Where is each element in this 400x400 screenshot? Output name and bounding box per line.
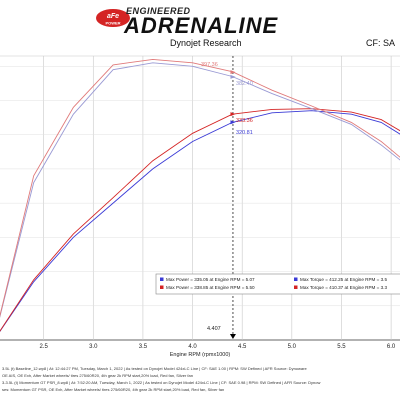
legend-max-power: Max Power = 338.85 at Engine RPM = 5.50 [166,285,255,290]
chart-series [0,58,400,333]
x-tick-label: 6.0 [387,344,396,350]
dyno-chart: 4.407 397.36 382.40 333.36 320.81 Max Power… [0,55,400,358]
legend-swatch [294,277,298,281]
x-tick-label: 5.0 [288,344,297,350]
point-value-label: 333.36 [236,118,253,124]
series-line-1 [0,108,400,332]
x-tick-label: 3.0 [89,344,98,350]
series-line-0 [0,110,400,333]
legend-max-torque: Max Torque = 412.25 at Engine RPM = 3.5 [300,277,387,282]
x-tick-label: 2.5 [39,344,48,350]
brand-tagline: ENGINEERED [126,6,191,16]
x-tick-label: 4.5 [238,344,247,350]
afe-logo-icon: aFe POWER [96,9,130,27]
chart-grid [0,55,400,341]
legend-max-power: Max Power = 335.05 at Engine RPM = 5.07 [166,277,255,282]
legend-swatch [160,277,164,281]
x-tick-label: 5.5 [337,344,346,350]
footer-line: 3-3.5L (t) Momentum GT PSR_8.wp8 | At: 7… [2,380,321,385]
x-tick-label: 3.5 [139,344,148,350]
correction-factor-label: CF: SA [366,38,396,48]
chart-legend: Max Power = 335.05 at Engine RPM = 5.07 M… [155,273,400,295]
point-marker-icon [230,112,236,117]
point-marker-icon [230,70,236,75]
x-tick-label: 4.0 [188,344,197,350]
point-value-label: 382.40 [236,81,253,87]
point-value-label: 320.81 [236,130,253,136]
brand-name: ADRENALINE [124,13,279,38]
footer-line: OE AIS, OE Exh, After Market wheels/ tir… [2,373,193,378]
svg-text:POWER: POWER [105,21,120,26]
series-line-2 [0,62,400,319]
cursor-marker-icon [229,334,236,339]
point-value-label: 397.36 [201,62,218,68]
report-title: Dynojet Research [170,38,242,48]
run-details-footer: 3.5L (t) Baseline_12.wp8 | At: 12:44:27 … [0,366,400,400]
x-axis-label: Engine RPM (rpmx1000) [170,352,231,358]
point-marker-icon [230,120,236,125]
legend-swatch [294,285,298,289]
cursor-value-label: 4.407 [207,326,221,332]
chart-point-labels: 397.36 382.40 333.36 320.81 [201,62,253,136]
chart-cursor: 4.407 [207,56,236,340]
point-marker-icon [230,74,236,79]
legend-swatch [160,285,164,289]
footer-line: 3.5L (t) Baseline_12.wp8 | At: 12:44:27 … [2,366,307,371]
footer-line: ses: Momentum GT PSR, OE Exh, After Mark… [2,387,225,392]
legend-box [155,273,400,295]
chart-x-axis: 2.5 3.0 3.5 4.0 4.5 5.0 5.5 6.0 Engine RPM (rpmx… [39,344,395,358]
report-header: aFe POWER ENGINEERED ADRENALINE Dynojet … [0,0,400,52]
svg-text:aFe: aFe [107,13,119,20]
series-line-3 [0,58,400,318]
legend-max-torque: Max Torque = 410.37 at Engine RPM = 3.3 [300,285,387,290]
